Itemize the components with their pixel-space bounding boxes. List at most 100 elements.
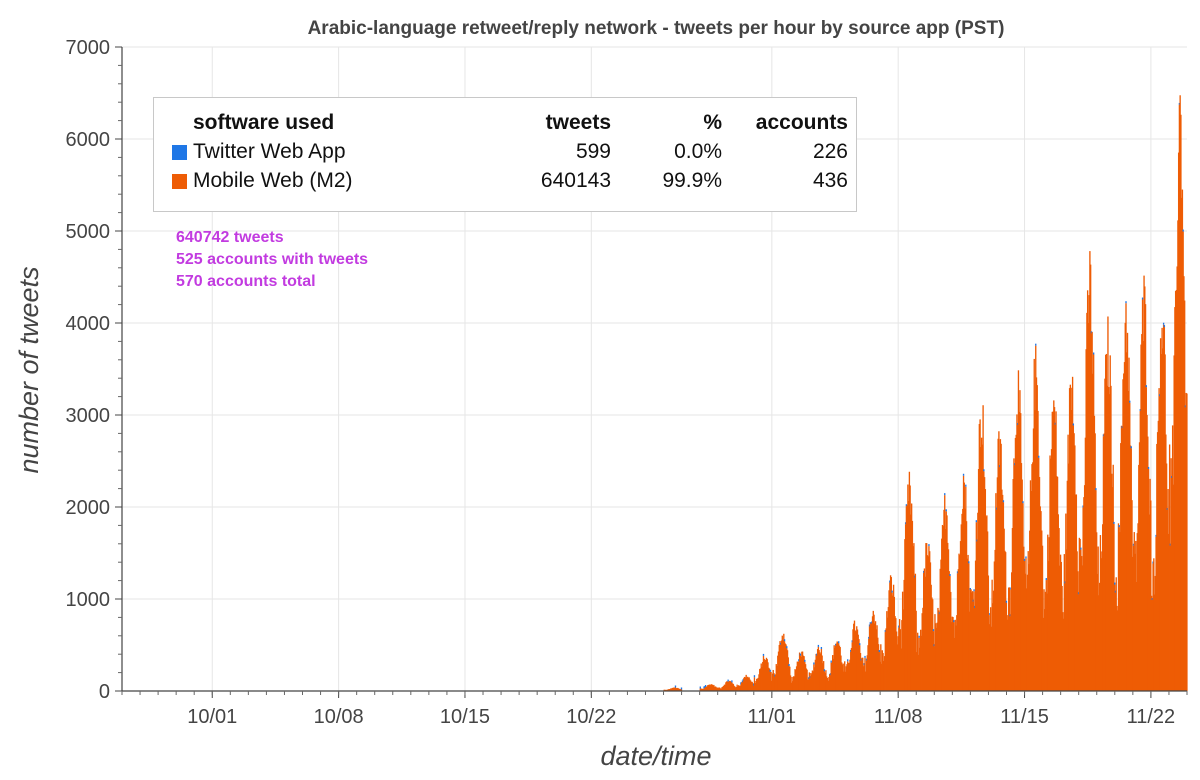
bar-twitter-web-app — [1159, 394, 1161, 397]
bar-mobile-web — [1125, 303, 1127, 691]
bar-mobile-web — [1081, 565, 1084, 691]
bar-mobile-web — [1089, 251, 1091, 692]
bar-mobile-web — [1128, 357, 1130, 691]
bar-mobile-web — [1054, 424, 1056, 691]
bar-mobile-web — [1023, 546, 1025, 691]
bar-mobile-web — [1032, 462, 1034, 691]
bar-mobile-web — [1145, 387, 1147, 691]
bar-mobile-web — [713, 684, 715, 691]
bar-mobile-web — [1038, 457, 1040, 691]
bar-mobile-web — [1027, 551, 1029, 691]
bar-mobile-web — [1104, 378, 1106, 691]
bar-twitter-web-app — [944, 493, 946, 496]
bar-mobile-web — [819, 653, 822, 691]
bar-mobile-web — [729, 681, 732, 691]
bar-twitter-web-app — [974, 605, 976, 608]
bar-mobile-web — [879, 661, 881, 691]
bar-mobile-web — [858, 639, 860, 691]
bar-mobile-web — [824, 673, 826, 691]
bar-mobile-web — [1083, 497, 1085, 691]
bar-twitter-web-app — [965, 484, 967, 487]
bar-mobile-web — [778, 644, 780, 691]
bar-mobile-web — [913, 577, 916, 691]
bar-twitter-web-app — [798, 659, 800, 662]
bar-mobile-web — [959, 555, 961, 691]
bar-mobile-web — [1149, 478, 1151, 691]
bar-mobile-web — [1130, 448, 1132, 691]
bar-mobile-web — [1180, 114, 1182, 691]
y-tick-label: 5000 — [66, 221, 111, 243]
bar-mobile-web — [856, 626, 858, 691]
bar-mobile-web — [765, 659, 767, 691]
bar-mobile-web — [891, 592, 893, 691]
bar-twitter-web-app — [863, 663, 865, 666]
bar-twitter-web-app — [788, 664, 790, 667]
bar-mobile-web — [871, 616, 874, 691]
bar-mobile-web — [762, 661, 764, 691]
bar-mobile-web — [972, 601, 974, 691]
bar-twitter-web-app — [1114, 590, 1117, 593]
bar-mobile-web — [862, 657, 864, 691]
bar-mobile-web — [1082, 507, 1084, 691]
bar-mobile-web — [1031, 464, 1033, 691]
bar-twitter-web-app — [878, 650, 880, 653]
bar-mobile-web — [1119, 532, 1121, 691]
bar-mobile-web — [714, 686, 717, 691]
bar-mobile-web — [700, 688, 702, 691]
bar-mobile-web — [791, 676, 793, 691]
bar-mobile-web — [763, 658, 765, 691]
bar-twitter-web-app — [783, 639, 786, 642]
bar-mobile-web — [755, 680, 757, 691]
bar-mobile-web — [720, 688, 723, 691]
bar-twitter-web-app — [1151, 598, 1154, 601]
bar-twitter-web-app — [1009, 614, 1011, 617]
bar-mobile-web — [1122, 379, 1124, 691]
bar-mobile-web — [1121, 428, 1123, 691]
bar-mobile-web — [917, 654, 920, 691]
bar-twitter-web-app — [786, 646, 788, 649]
bar-mobile-web — [790, 682, 792, 691]
bar-twitter-web-app — [1155, 534, 1157, 537]
bar-mobile-web — [958, 553, 960, 691]
bar-mobile-web — [1166, 509, 1169, 691]
bar-mobile-web — [1013, 458, 1015, 691]
bar-mobile-web — [744, 676, 746, 691]
bar-mobile-web — [916, 652, 918, 691]
bar-mobile-web — [1141, 334, 1143, 691]
x-tick-label: 10/22 — [566, 706, 616, 728]
bar-twitter-web-app — [864, 655, 866, 658]
bar-twitter-web-app — [1166, 507, 1169, 510]
bar-mobile-web — [804, 664, 807, 691]
bar-mobile-web — [941, 524, 944, 691]
x-tick-label: 10/01 — [187, 706, 237, 728]
bar-mobile-web — [725, 682, 727, 691]
bar-mobile-web — [1035, 345, 1037, 691]
bar-mobile-web — [1080, 549, 1082, 691]
bar-mobile-web — [971, 591, 974, 691]
bar-mobile-web — [838, 643, 840, 691]
bar-mobile-web — [854, 630, 856, 691]
bar-mobile-web — [986, 515, 988, 691]
bar-mobile-web — [765, 657, 768, 691]
bar-mobile-web — [967, 554, 969, 691]
bar-mobile-web — [728, 681, 730, 691]
bar-mobile-web — [1141, 299, 1144, 691]
bar-mobile-web — [1043, 589, 1045, 691]
bar-mobile-web — [709, 685, 711, 691]
bar-mobile-web — [1140, 344, 1142, 691]
bar-mobile-web — [1018, 411, 1020, 691]
bar-mobile-web — [731, 682, 733, 691]
bar-twitter-web-app — [1072, 423, 1075, 426]
bar-mobile-web — [853, 620, 856, 691]
bar-mobile-web — [1001, 489, 1003, 691]
bar-mobile-web — [1150, 595, 1153, 691]
bar-mobile-web — [828, 674, 831, 691]
bar-mobile-web — [927, 556, 929, 691]
bar-twitter-web-app — [1014, 463, 1016, 466]
bar-mobile-web — [718, 687, 720, 691]
bar-mobile-web — [846, 664, 848, 691]
bar-mobile-web — [1143, 275, 1145, 691]
bar-mobile-web — [937, 607, 939, 691]
bar-mobile-web — [1047, 561, 1050, 691]
bar-mobile-web — [1071, 387, 1073, 691]
